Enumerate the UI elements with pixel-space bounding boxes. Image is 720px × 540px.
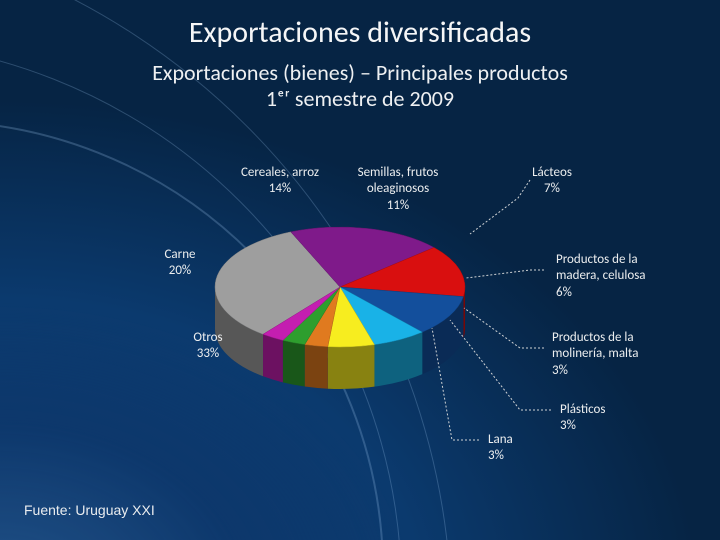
source-footer: Fuente: Uruguay XXI [24,502,155,518]
slice-label-lana: Lana3% [488,432,513,465]
slice-label-cereales: Cereales, arroz14% [241,165,319,198]
pie-chart [180,155,500,435]
slice-label-semillas: Semillas, frutosoleaginosos11% [358,165,439,214]
slice-label-plasticos: Plásticos3% [560,402,605,435]
pie-svg [180,155,500,435]
slice-label-molineria: Productos de lamolinería, malta3% [552,330,638,379]
page-subtitle: Exportaciones (bienes) – Principales pro… [0,60,720,113]
slice-label-otros: Otros33% [193,330,222,363]
slice-label-carne: Carne20% [165,247,196,280]
page-title: Exportaciones diversificadas [0,14,720,51]
subtitle-line-2: 1ᵉʳ semestre de 2009 [266,85,454,112]
subtitle-line-1: Exportaciones (bienes) – Principales pro… [152,59,568,86]
slice-label-madera: Productos de lamadera, celulosa6% [556,252,646,301]
slice-label-lacteos: Lácteos7% [532,165,572,198]
